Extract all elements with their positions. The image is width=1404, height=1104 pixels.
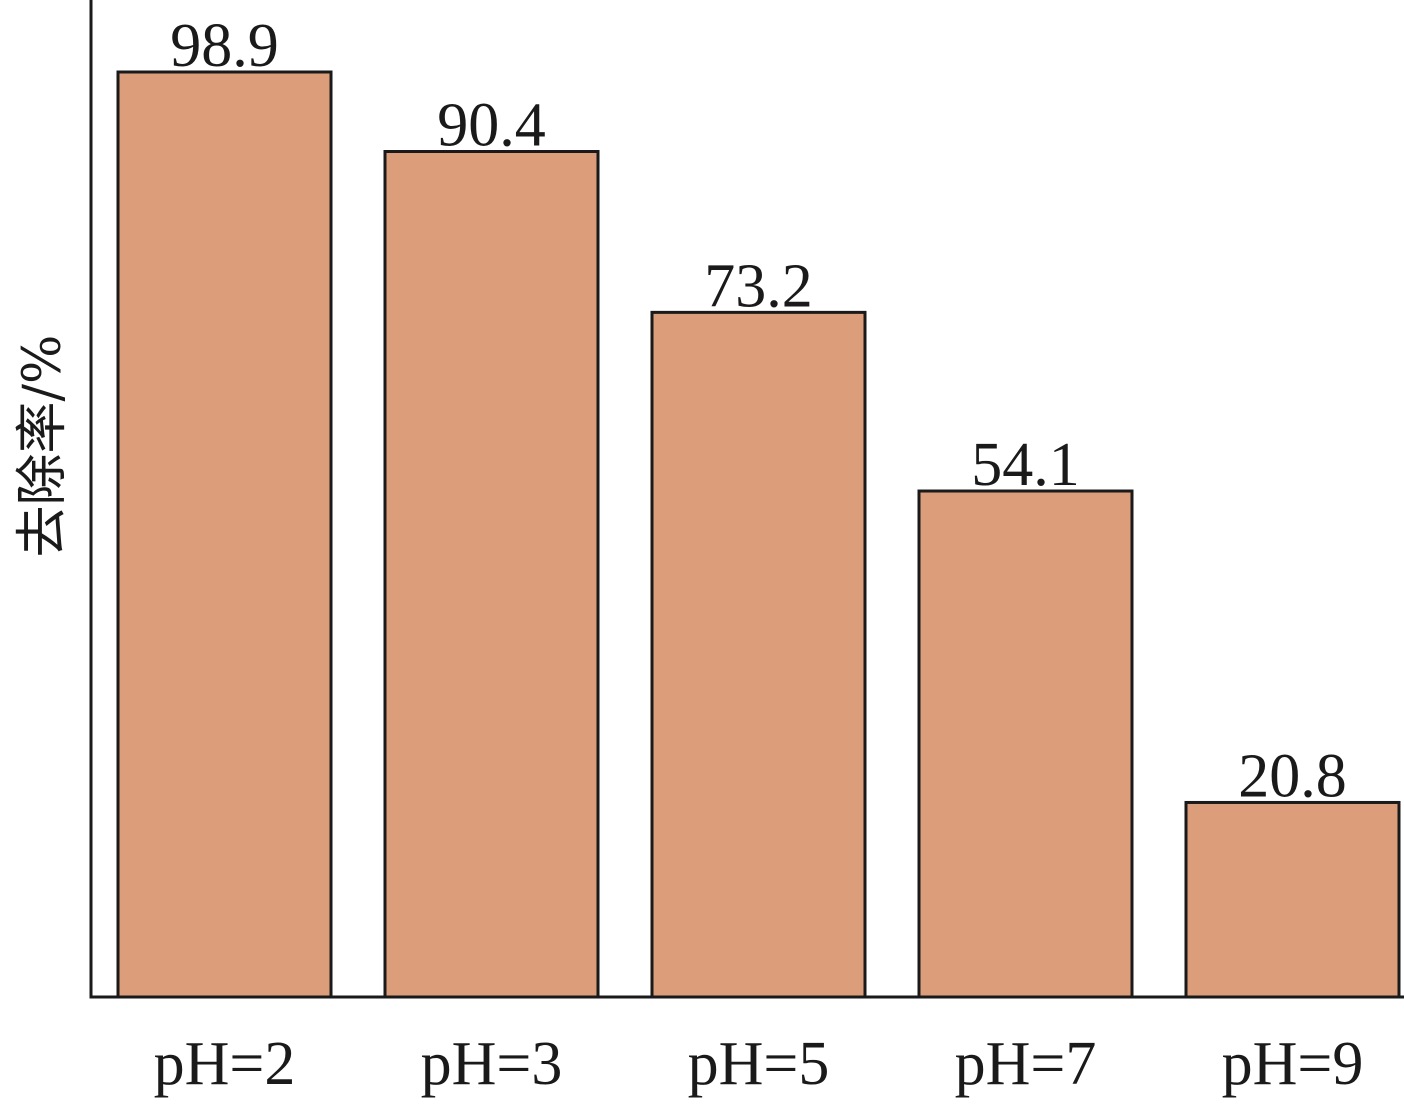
x-tick-label: pH=3 [421,1030,563,1098]
bar-value-label: 20.8 [1238,742,1347,810]
x-tick-labels-group: pH=2 pH=3 pH=5 pH=7 pH=9 [154,1030,1364,1098]
y-axis-label: 去除率/% [13,335,73,558]
value-labels-group: 98.9 90.4 73.2 54.1 20.8 [170,12,1347,810]
bar-3 [650,310,867,999]
bar-1 [116,70,333,999]
bar-value-label: 98.9 [170,12,279,80]
axes-lines [89,0,1404,999]
bar-value-label: 73.2 [704,252,813,320]
bar-4 [917,489,1134,999]
x-tick-label: pH=7 [955,1030,1097,1098]
bar-2 [383,149,600,999]
bar-value-label: 54.1 [971,431,1080,499]
x-tick-label: pH=5 [688,1030,830,1098]
bars-group [116,70,1401,999]
bar-value-label: 90.4 [437,91,546,159]
bar-5 [1184,800,1401,999]
x-tick-label: pH=9 [1222,1030,1364,1098]
x-tick-label: pH=2 [154,1030,296,1098]
